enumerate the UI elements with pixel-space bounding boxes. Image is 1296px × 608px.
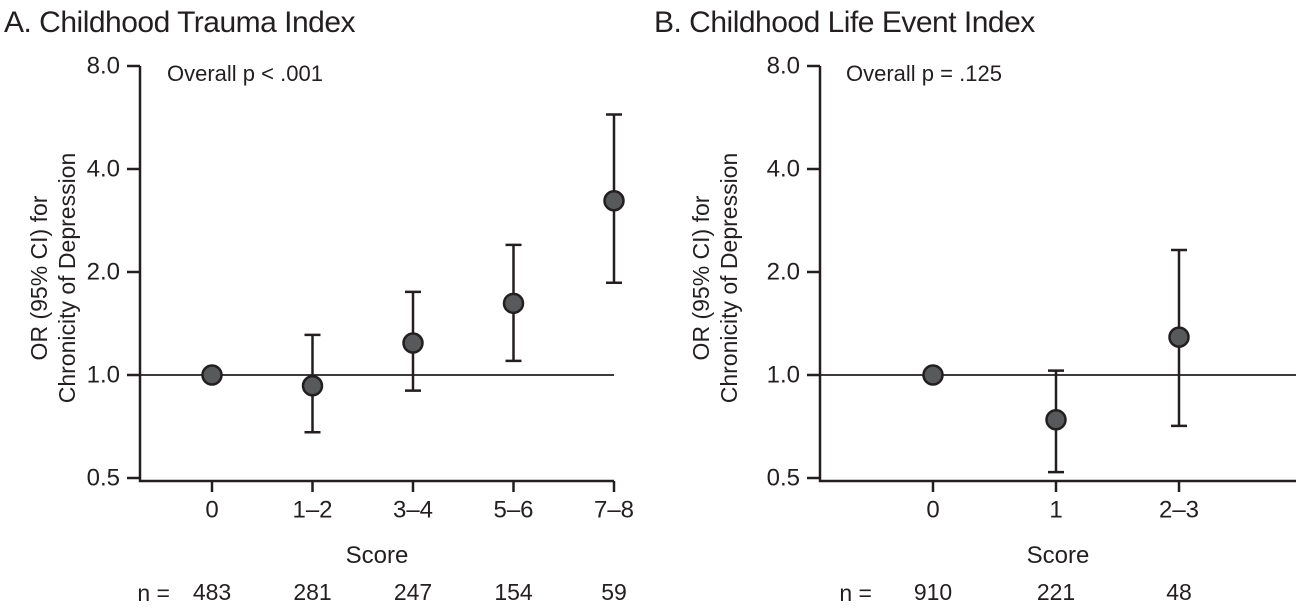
panel-b-data-point (1045, 408, 1067, 431)
panel-b-data-point (1168, 326, 1190, 348)
panel-a-category-label: 5–6 (493, 497, 533, 524)
panel-a-pvalue-annotation: Overall p < .001 (167, 61, 323, 86)
panel-b-y-tick-label: 1.0 (767, 362, 800, 389)
panel-a-n-value: 59 (601, 579, 627, 605)
panel-b-n-value: 221 (1037, 579, 1075, 605)
panel-b-x-axis-label: Score (1026, 542, 1090, 569)
panel-a-category-label: 1–2 (292, 497, 332, 524)
panel-a-n-value: 281 (293, 579, 331, 605)
panel-b-axis-spine (818, 66, 1296, 483)
panel-b-n-value: 48 (1166, 579, 1192, 605)
panel-a-n-value: 483 (193, 579, 231, 605)
panel-a-title: A. Childhood Trauma Index (4, 6, 356, 39)
panel-a-n-value: 247 (394, 579, 432, 605)
panel-a-y-tick-label: 2.0 (87, 259, 120, 286)
panel-b-y-tick-label: 8.0 (767, 53, 800, 80)
panel-a-n-value: 154 (494, 579, 533, 605)
panel-a-data-point (301, 375, 324, 397)
panel-b-y-tick-label: 2.0 (767, 259, 800, 286)
panel-a-y-tick-label: 1.0 (87, 362, 120, 389)
panel-a-data-point (402, 332, 424, 354)
panel-a-category-label: 0 (205, 497, 218, 524)
panel-a-x-axis-label: Score (345, 542, 409, 569)
panel-a-axis-spine (138, 66, 614, 483)
panel-a-data-point (201, 364, 223, 386)
panel-b-n-value: 910 (914, 579, 952, 605)
panel-a-data-point (603, 190, 625, 212)
panel-b-y-tick-label: 4.0 (767, 156, 800, 183)
panel-b-n-prefix: n = (839, 580, 872, 606)
panel-b-category-label: 1 (1049, 497, 1062, 524)
panel-a-category-label: 7–8 (594, 497, 634, 524)
panel-b-category-label: 0 (926, 497, 939, 524)
panel-a-n-prefix: n = (137, 580, 170, 606)
panel-b-data-point (922, 364, 944, 386)
panel-a-y-tick-label: 8.0 (87, 53, 120, 80)
panel-b-pvalue-annotation: Overall p = .125 (846, 61, 1002, 86)
panel-a-data-point (502, 292, 525, 315)
panel-b-title: B. Childhood Life Event Index (654, 6, 1035, 39)
panel-a-category-label: 3–4 (393, 497, 433, 524)
panel-a-y-tick-label: 4.0 (87, 156, 120, 183)
panel-b-category-label: 2–3 (1159, 497, 1199, 524)
panel-a-y-tick-label: 0.5 (87, 465, 120, 492)
panel-b-y-tick-label: 0.5 (767, 465, 800, 492)
